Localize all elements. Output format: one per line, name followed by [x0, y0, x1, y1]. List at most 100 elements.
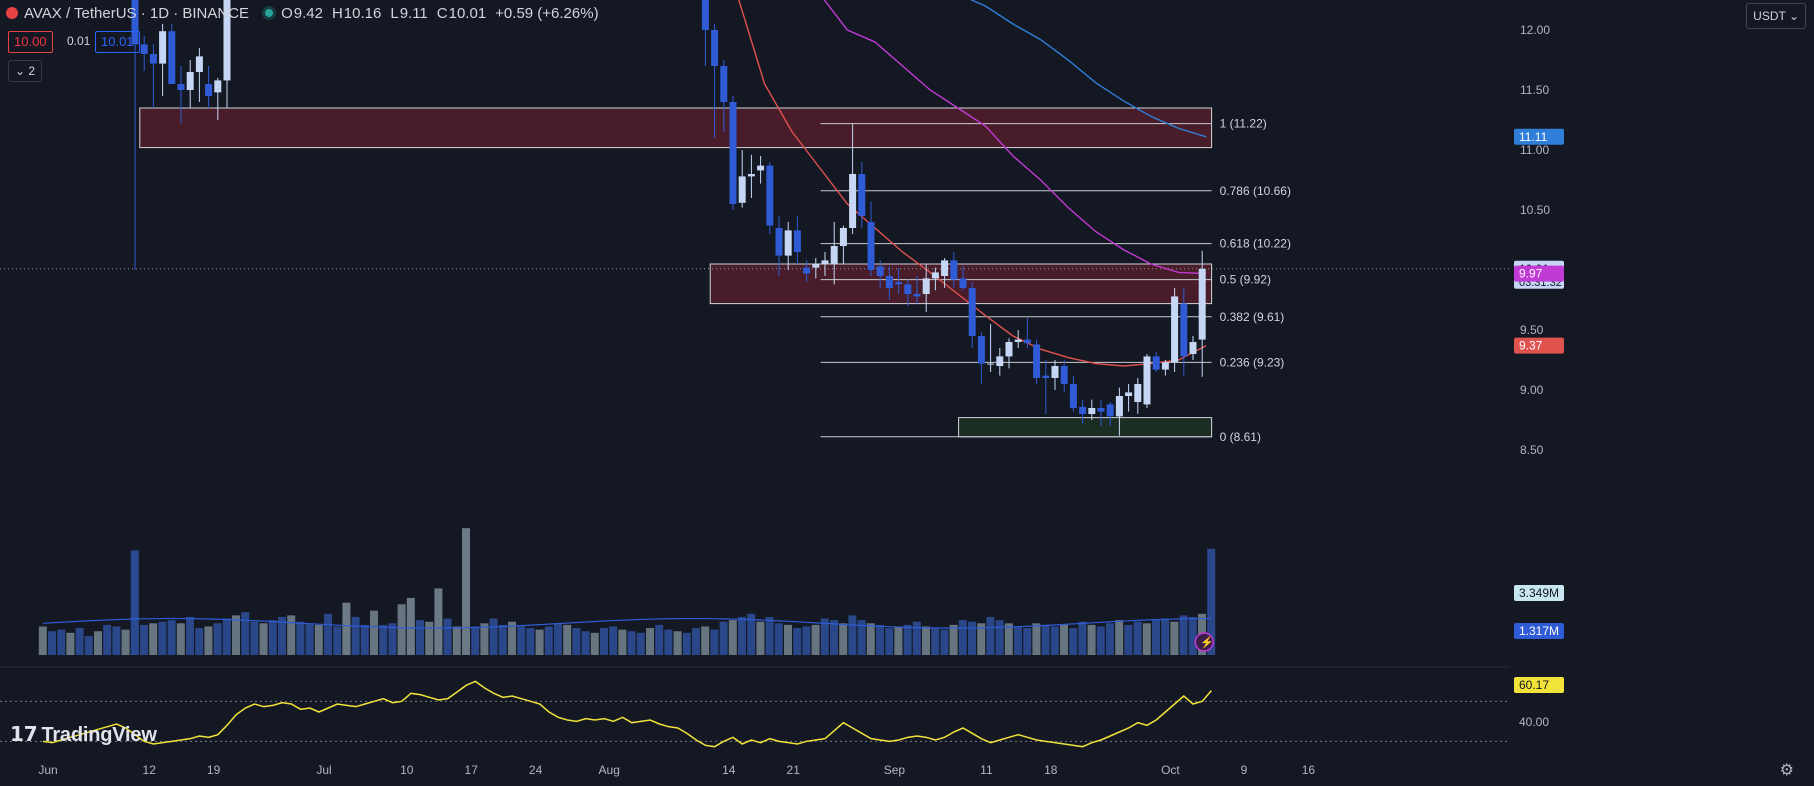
- sell-button[interactable]: 10.00: [8, 31, 53, 53]
- time-tick-label: 18: [1044, 763, 1058, 777]
- symbol-header[interactable]: AVAX / TetherUS · 1D · BINANCE O9.42 H10.1…: [6, 5, 599, 22]
- support-zone: [958, 417, 1213, 438]
- candle-body: [1161, 362, 1169, 370]
- volume-bar: [692, 628, 700, 655]
- candle-body: [1180, 303, 1188, 357]
- candle-body: [195, 56, 203, 72]
- candle-body: [913, 294, 921, 297]
- volume-bar: [995, 620, 1004, 655]
- volume-bar: [1096, 626, 1105, 655]
- tradingview-brand-text: TradingView: [41, 724, 157, 746]
- volume-ma-line: [42, 617, 1212, 629]
- volume-bar: [765, 616, 774, 655]
- volume-bar: [1179, 615, 1188, 655]
- time-tick-label: 12: [143, 763, 157, 777]
- candle-body: [793, 230, 801, 252]
- volume-bar: [802, 626, 811, 655]
- currency-select[interactable]: USDT ⌄: [1746, 3, 1806, 29]
- volume-bar: [627, 631, 636, 655]
- volume-bar: [1152, 620, 1160, 655]
- price-tick-label: 11.50: [1520, 83, 1549, 97]
- volume-bar: [48, 631, 56, 655]
- volume-bar: [1115, 620, 1124, 655]
- price-tick-label: 11.00: [1520, 143, 1549, 157]
- low-value: 9.11: [399, 5, 428, 22]
- volume-bar: [314, 624, 323, 655]
- price-tick-label: 12.00: [1520, 23, 1550, 37]
- volume-bar: [1004, 623, 1013, 655]
- candle-body: [959, 278, 967, 288]
- volume-bar: [554, 623, 562, 655]
- indicators-toggle-button[interactable]: ⌄ 2: [8, 60, 43, 82]
- volume-bar: [581, 631, 590, 655]
- candle-body: [1152, 356, 1160, 370]
- volume-bar: [986, 616, 995, 655]
- volume-bar: [968, 621, 976, 655]
- candle-body: [1171, 296, 1179, 363]
- time-tick-label: 16: [1302, 763, 1316, 777]
- volume-bar: [149, 623, 158, 655]
- volume-bar: [1170, 621, 1179, 655]
- volume-bar: [406, 597, 415, 655]
- volume-bar: [903, 624, 912, 655]
- volume-bar: [195, 628, 204, 655]
- candle-body: [1125, 392, 1133, 396]
- volume-bar: [204, 626, 213, 655]
- volume-bar: [94, 631, 102, 655]
- candle-body: [1134, 384, 1142, 402]
- price-tag: 11.11: [1519, 130, 1548, 144]
- volume-bar: [250, 621, 259, 655]
- volume-bar: [480, 623, 489, 655]
- candle-body: [168, 31, 176, 84]
- candle-body: [931, 272, 939, 279]
- buy-button[interactable]: 10.01: [95, 31, 140, 53]
- volume-bar: [949, 624, 958, 655]
- rsi-line: [42, 680, 1212, 748]
- volume-bar: [1060, 624, 1068, 655]
- candle-body: [131, 0, 139, 45]
- candle-body: [839, 228, 847, 246]
- open-label: O: [281, 5, 293, 22]
- candle-body: [812, 264, 820, 268]
- volume-bar: [268, 620, 277, 655]
- volume-bar: [857, 620, 866, 655]
- candle-body: [1033, 344, 1041, 378]
- time-tick-label: 24: [529, 763, 543, 777]
- high-value: 10.16: [343, 5, 382, 22]
- close-value: 10.01: [448, 5, 487, 22]
- candle-body: [729, 102, 737, 204]
- volume-bar: [498, 624, 507, 655]
- volume-bar: [655, 624, 664, 655]
- volume-ma-tag-bg: [1514, 623, 1564, 639]
- volume-bar: [434, 588, 443, 655]
- volume-bar: [866, 623, 875, 655]
- candle-body: [1079, 406, 1087, 414]
- volume-bar: [894, 626, 903, 655]
- settings-gear-icon[interactable]: ⚙: [1779, 762, 1794, 779]
- volume-bar: [213, 623, 222, 655]
- volume-bar: [508, 621, 516, 655]
- volume-bar: [1188, 616, 1197, 655]
- volume-bar: [876, 624, 884, 655]
- volume-bar: [931, 628, 940, 655]
- price-tick-label: 9.50: [1520, 323, 1544, 337]
- time-tick-label: Sep: [884, 763, 906, 777]
- candle-body: [895, 282, 903, 285]
- volume-bar: [563, 624, 572, 655]
- candle-body: [904, 284, 912, 294]
- fib-level-label: 0 (8.61): [1220, 430, 1261, 444]
- volume-bar: [710, 629, 719, 655]
- volume-bar: [158, 621, 167, 655]
- candle-body: [720, 66, 728, 102]
- candle-body: [996, 356, 1004, 366]
- avax-logo-icon: [6, 7, 18, 19]
- volume-bar: [287, 615, 296, 655]
- volume-bar: [425, 621, 434, 655]
- volume-bar: [324, 613, 332, 655]
- volume-bar: [590, 632, 599, 655]
- volume-bar: [544, 626, 553, 655]
- volume-bar: [774, 623, 783, 655]
- volume-bar: [57, 629, 66, 655]
- candle-body: [968, 288, 976, 336]
